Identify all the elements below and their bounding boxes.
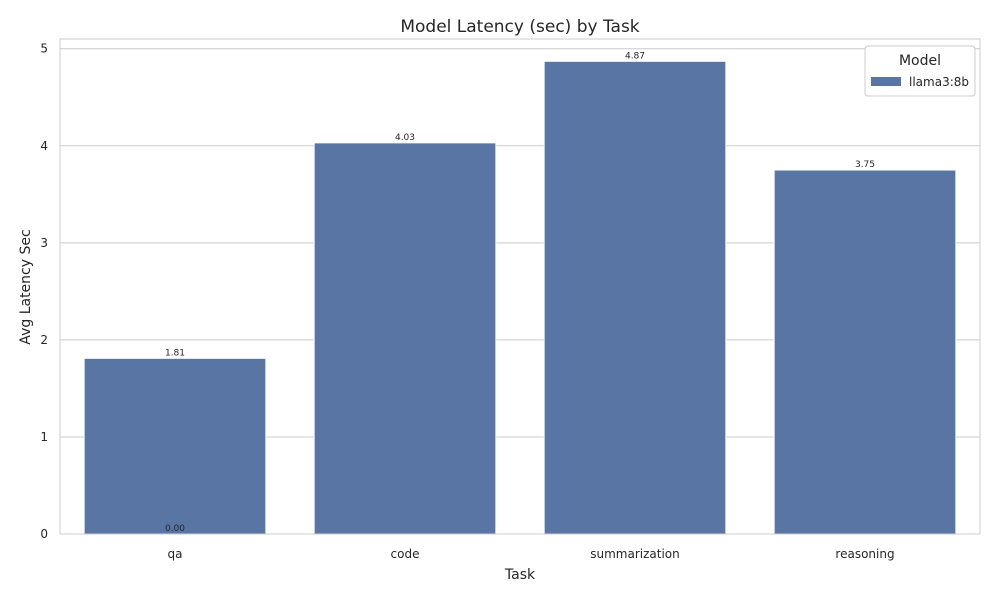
data-label-zero-qa: 0.00	[165, 524, 185, 534]
y-tick-label: 1	[40, 430, 48, 444]
data-label-reasoning: 3.75	[855, 160, 875, 170]
legend-title: Model	[899, 53, 941, 69]
y-tick-label: 2	[40, 333, 48, 347]
data-label-summarization: 4.87	[625, 51, 645, 61]
y-tick-label: 5	[40, 42, 48, 56]
legend-swatch	[871, 77, 901, 86]
x-axis-label: Task	[504, 567, 536, 583]
bars	[83, 60, 957, 535]
bar-reasoning	[773, 169, 957, 535]
x-tick-label-code: code	[391, 547, 420, 561]
bar-summarization	[543, 60, 727, 535]
x-tick-label-summarization: summarization	[590, 547, 680, 561]
x-tick-label-reasoning: reasoning	[835, 547, 894, 561]
chart-title: Model Latency (sec) by Task	[400, 17, 639, 37]
plot-frame	[59, 38, 981, 535]
y-tick-label: 3	[40, 236, 48, 250]
legend-item-label: llama3:8b	[909, 75, 969, 89]
legend: Model llama3:8b	[864, 45, 976, 97]
x-tick-label-qa: qa	[168, 547, 183, 561]
y-tick-label: 0	[40, 527, 48, 541]
data-labels: 1.81 4.03 4.87 3.75 0.00	[165, 51, 875, 534]
y-axis-label: Avg Latency Sec	[18, 229, 34, 344]
y-tick-label: 4	[40, 139, 48, 153]
bar-code	[313, 142, 497, 535]
tick-labels: 0 1 2 3 4 5 qa code summarization reasoning	[40, 42, 894, 561]
data-label-qa: 1.81	[165, 348, 185, 358]
data-label-code: 4.03	[395, 133, 415, 143]
bar-qa	[83, 357, 267, 535]
